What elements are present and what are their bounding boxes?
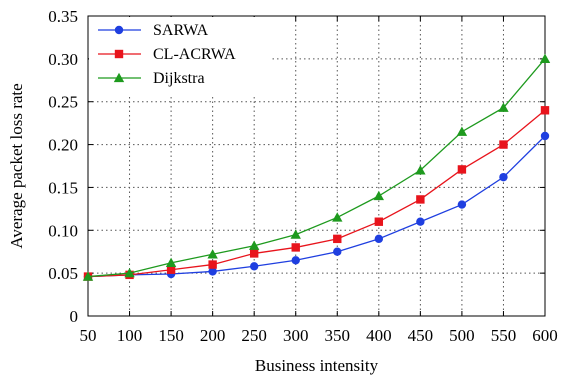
data-point-cl-acrwa bbox=[457, 165, 467, 174]
y-tick-label: 0.05 bbox=[48, 264, 78, 283]
x-tick-label: 150 bbox=[158, 326, 184, 345]
data-point-dijkstra bbox=[456, 126, 468, 136]
data-point-cl-acrwa bbox=[374, 217, 384, 226]
x-tick-label: 450 bbox=[408, 326, 434, 345]
data-point-sarwa bbox=[374, 234, 384, 244]
legend: SARWA CL-ACRWA Dijkstra bbox=[89, 17, 271, 95]
series-group bbox=[82, 53, 551, 281]
y-tick-label: 0.10 bbox=[48, 221, 78, 240]
y-tick-label: 0 bbox=[70, 307, 79, 326]
data-point-sarwa bbox=[249, 262, 259, 271]
legend-item-sarwa: SARWA bbox=[98, 22, 209, 39]
x-tick-label: 600 bbox=[532, 326, 558, 345]
data-point-dijkstra bbox=[498, 102, 509, 112]
x-tick-label: 250 bbox=[241, 326, 267, 345]
legend-marker bbox=[114, 25, 124, 35]
data-point-dijkstra bbox=[373, 190, 385, 201]
series-line-cl-acrwa bbox=[87, 109, 546, 278]
data-point-dijkstra bbox=[207, 249, 218, 259]
x-tick-label: 500 bbox=[449, 326, 475, 345]
data-point-dijkstra bbox=[290, 229, 301, 239]
data-point-sarwa bbox=[499, 172, 508, 182]
data-point-cl-acrwa bbox=[208, 260, 217, 269]
data-point-cl-acrwa bbox=[540, 106, 550, 115]
series-line-sarwa bbox=[87, 135, 546, 278]
legend-label: CL-ACRWA bbox=[153, 46, 236, 63]
x-tick-label: 400 bbox=[366, 326, 392, 345]
legend-item-dijkstra: Dijkstra bbox=[98, 70, 205, 87]
x-tick-label: 200 bbox=[200, 326, 226, 345]
data-point-dijkstra bbox=[415, 165, 426, 175]
x-tick-label: 50 bbox=[80, 326, 97, 345]
y-axis-title: Average packet loss rate bbox=[7, 83, 26, 248]
data-point-cl-acrwa bbox=[166, 265, 176, 274]
x-axis-title: Business intensity bbox=[255, 356, 379, 375]
data-point-sarwa bbox=[333, 247, 342, 256]
data-point-sarwa bbox=[540, 131, 550, 141]
y-tick-label: 0.20 bbox=[48, 136, 78, 155]
data-point-cl-acrwa bbox=[333, 234, 342, 244]
data-point-cl-acrwa bbox=[249, 249, 259, 258]
x-tick-label: 550 bbox=[491, 326, 517, 345]
data-point-cl-acrwa bbox=[291, 243, 300, 252]
data-point-dijkstra bbox=[165, 257, 177, 268]
x-tick-label: 350 bbox=[325, 326, 351, 345]
legend-marker bbox=[113, 72, 125, 83]
y-tick-label: 0.30 bbox=[48, 50, 78, 69]
data-point-dijkstra bbox=[539, 53, 551, 64]
legend-marker bbox=[114, 49, 124, 59]
y-tick-label: 0.25 bbox=[48, 93, 78, 112]
data-point-sarwa bbox=[457, 200, 467, 209]
y-tick-label: 0.15 bbox=[48, 178, 78, 197]
data-point-cl-acrwa bbox=[416, 195, 425, 204]
series-dijkstra bbox=[82, 53, 551, 281]
plot-frame bbox=[87, 15, 546, 317]
data-point-sarwa bbox=[416, 217, 425, 226]
series-sarwa bbox=[83, 131, 550, 281]
y-tick-label: 0.35 bbox=[48, 7, 78, 26]
data-point-sarwa bbox=[208, 267, 217, 276]
data-point-dijkstra bbox=[332, 212, 343, 222]
data-point-cl-acrwa bbox=[499, 140, 508, 149]
x-tick-label: 300 bbox=[283, 326, 309, 345]
data-point-dijkstra bbox=[82, 271, 94, 281]
data-point-dijkstra bbox=[124, 267, 135, 278]
axis-ticks: 50 100 150 200 250 300 350 400 450 500 550 600 0 0.05… bbox=[48, 7, 558, 345]
legend-label: SARWA bbox=[153, 22, 209, 39]
x-tick-label: 100 bbox=[117, 326, 143, 345]
data-point-sarwa bbox=[291, 256, 300, 265]
legend-label: Dijkstra bbox=[153, 70, 205, 87]
series-line-dijkstra bbox=[87, 58, 546, 278]
legend-item-cl-acrwa: CL-ACRWA bbox=[98, 46, 236, 63]
data-point-dijkstra bbox=[248, 240, 260, 250]
